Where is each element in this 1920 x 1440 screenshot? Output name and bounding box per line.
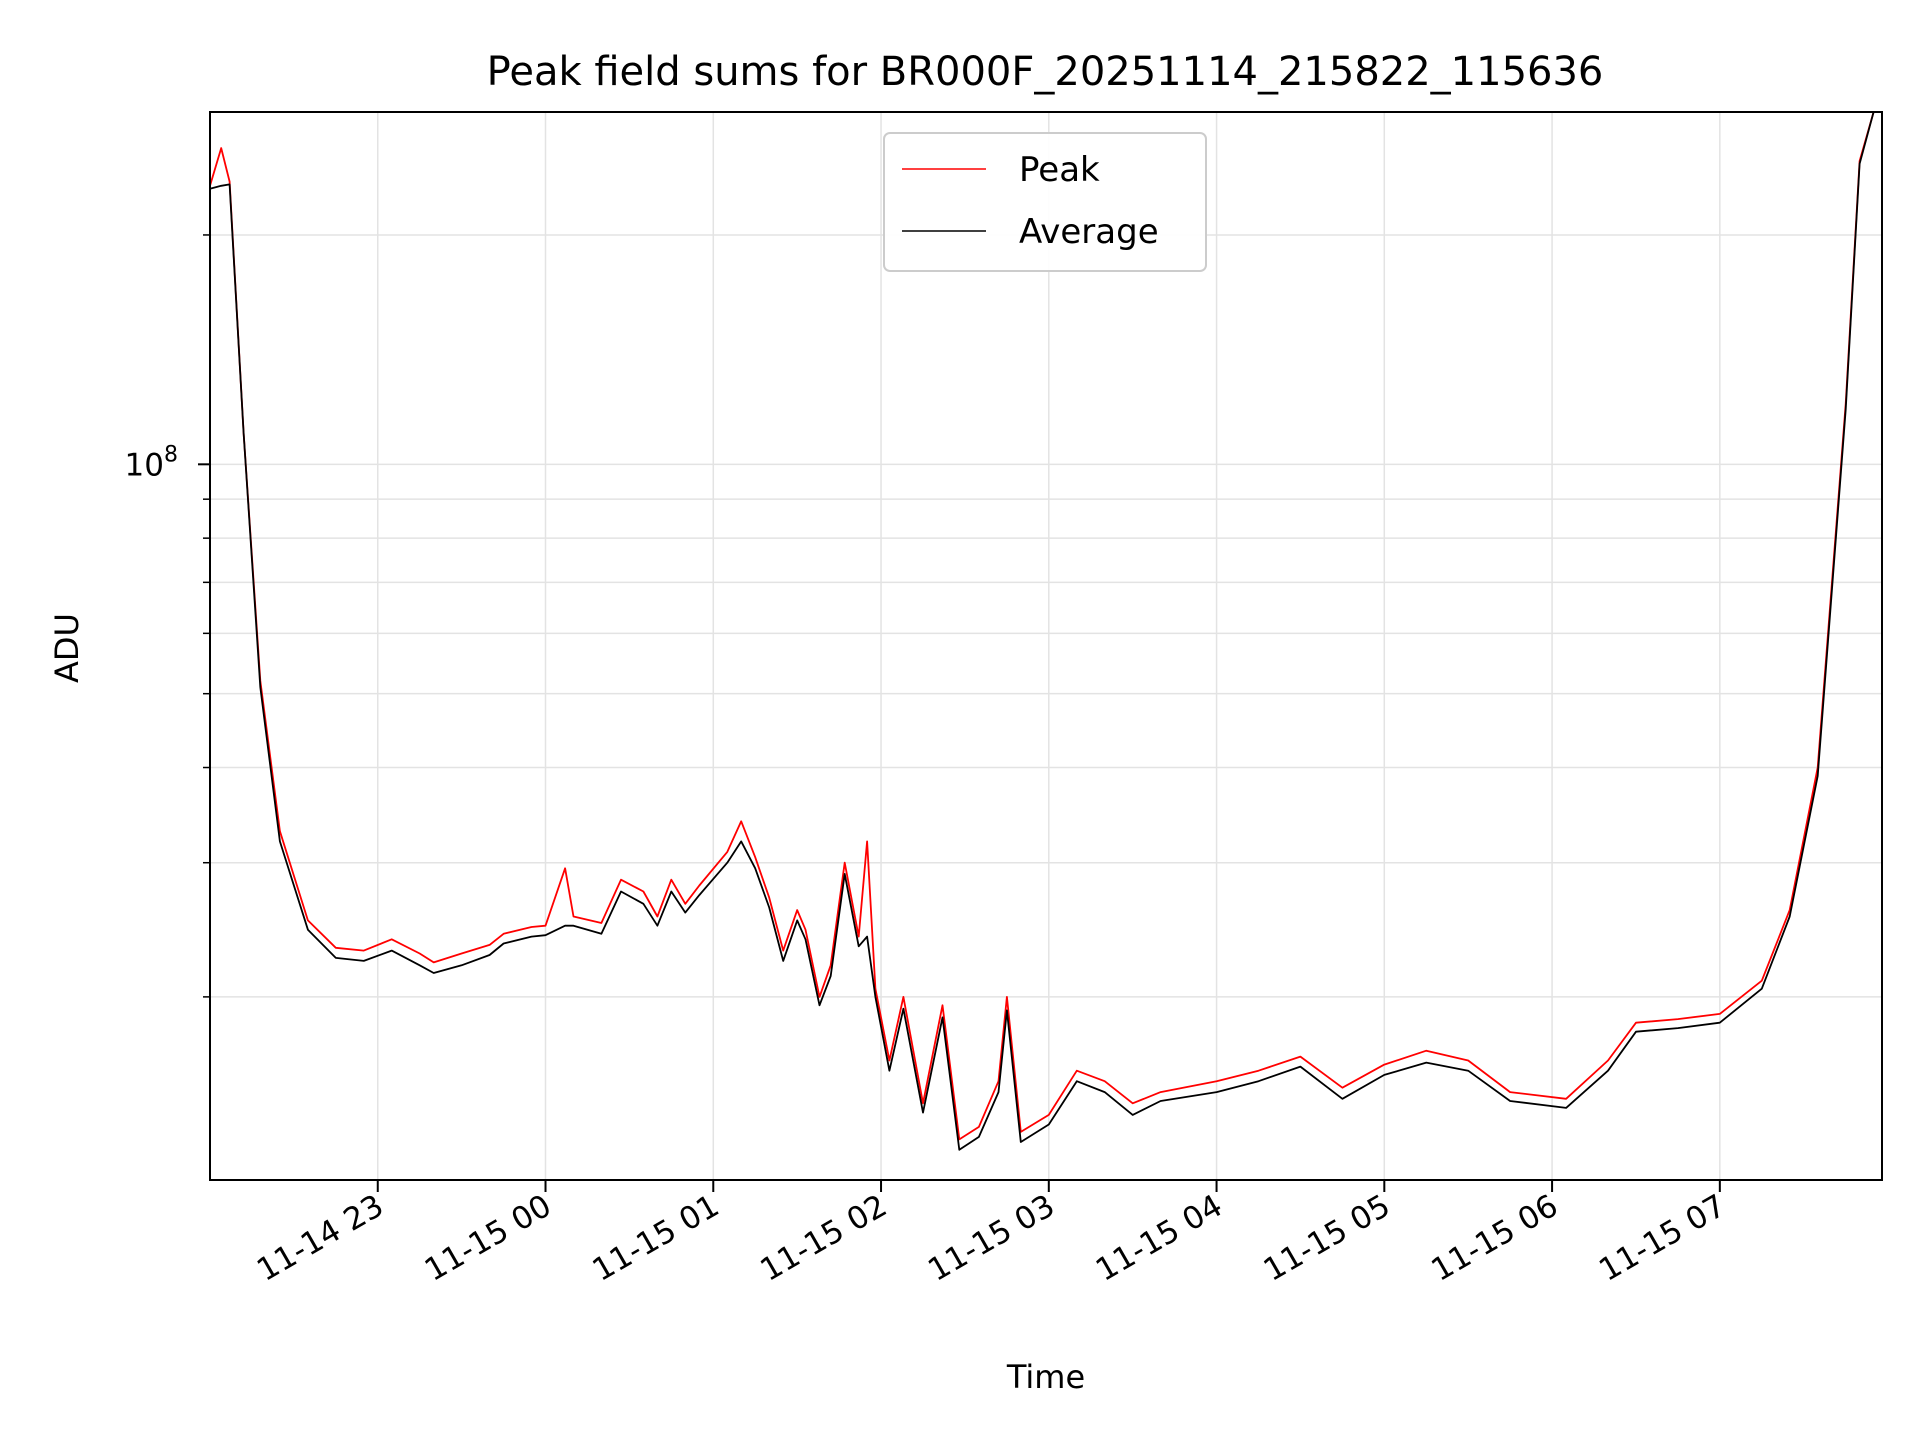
grid: [210, 112, 1882, 1180]
x-axis-label: Time: [1006, 1358, 1085, 1396]
legend-label-average: Average: [1019, 212, 1159, 252]
y-tick-base: 10: [125, 447, 164, 483]
legend-box: [883, 132, 1207, 272]
series-layer: [209, 111, 1875, 1151]
y-axis-label: ADU: [48, 613, 86, 683]
y-axis: 108: [125, 234, 210, 998]
y-tick-exponent: 8: [164, 442, 178, 467]
legend: Peak Average: [883, 132, 1207, 272]
plot-area-frame: [209, 111, 1883, 1181]
y-tick-label-1e8: 108: [125, 442, 178, 483]
series-line-average: [209, 111, 1875, 1151]
legend-label-peak: Peak: [1019, 150, 1100, 190]
chart-title: Peak field sums for BR000F_20251114_2158…: [487, 49, 1604, 95]
series-line-peak: [209, 111, 1875, 1141]
